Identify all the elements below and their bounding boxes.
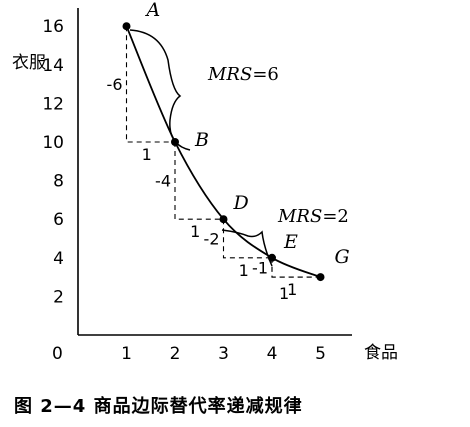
- point-label-b: B: [194, 129, 209, 151]
- x-tick-label: 3: [218, 344, 229, 364]
- step-guide: [174, 142, 224, 220]
- step-guide: [271, 257, 321, 278]
- indifference-curve: [125, 25, 321, 278]
- step-dx-label: 1: [142, 145, 152, 164]
- point-g: [316, 273, 325, 282]
- x-axis-label: 食品: [364, 343, 398, 363]
- step-guide: [125, 26, 175, 143]
- point-d: [219, 215, 228, 224]
- step-dy-label: -6: [107, 75, 123, 94]
- y-tick-label: 14: [42, 56, 64, 76]
- y-tick-label: 16: [42, 17, 64, 37]
- x-tick-label: 4: [267, 344, 278, 364]
- step-dx-label: 1: [239, 261, 249, 280]
- step-guide: [222, 219, 272, 259]
- point-label-e: E: [283, 231, 298, 253]
- point-label-a: A: [145, 0, 161, 21]
- step-dy-label: -4: [155, 172, 171, 191]
- y-tick-label: 2: [53, 287, 64, 307]
- origin-label: 0: [52, 344, 63, 364]
- point-label-g: G: [335, 246, 350, 268]
- mrs-label: MRS=6: [207, 64, 279, 85]
- y-tick-label: 8: [53, 172, 64, 192]
- step-dx-label: 1: [190, 222, 200, 241]
- step-dy-label: -2: [204, 230, 220, 249]
- step-dx-label: 1: [279, 284, 289, 303]
- step-dx-label: 1: [287, 280, 297, 299]
- step-dy-label: -1: [252, 258, 268, 277]
- y-axis-label: 衣服: [12, 53, 46, 73]
- x-tick-label: 1: [121, 344, 132, 364]
- mrs-label: MRS=2: [277, 206, 349, 227]
- figure-caption: 图 2—4 商品边际替代率递减规律: [14, 396, 303, 417]
- y-tick-label: 10: [42, 133, 64, 153]
- brace-ab: [129, 29, 191, 151]
- point-a: [122, 22, 131, 31]
- x-tick-label: 5: [315, 344, 326, 364]
- x-tick-label: 2: [170, 344, 181, 364]
- y-tick-label: 12: [42, 94, 64, 114]
- y-tick-label: 6: [53, 210, 64, 230]
- point-label-d: D: [233, 192, 249, 214]
- y-tick-label: 4: [53, 249, 64, 269]
- brace-de: [221, 229, 273, 267]
